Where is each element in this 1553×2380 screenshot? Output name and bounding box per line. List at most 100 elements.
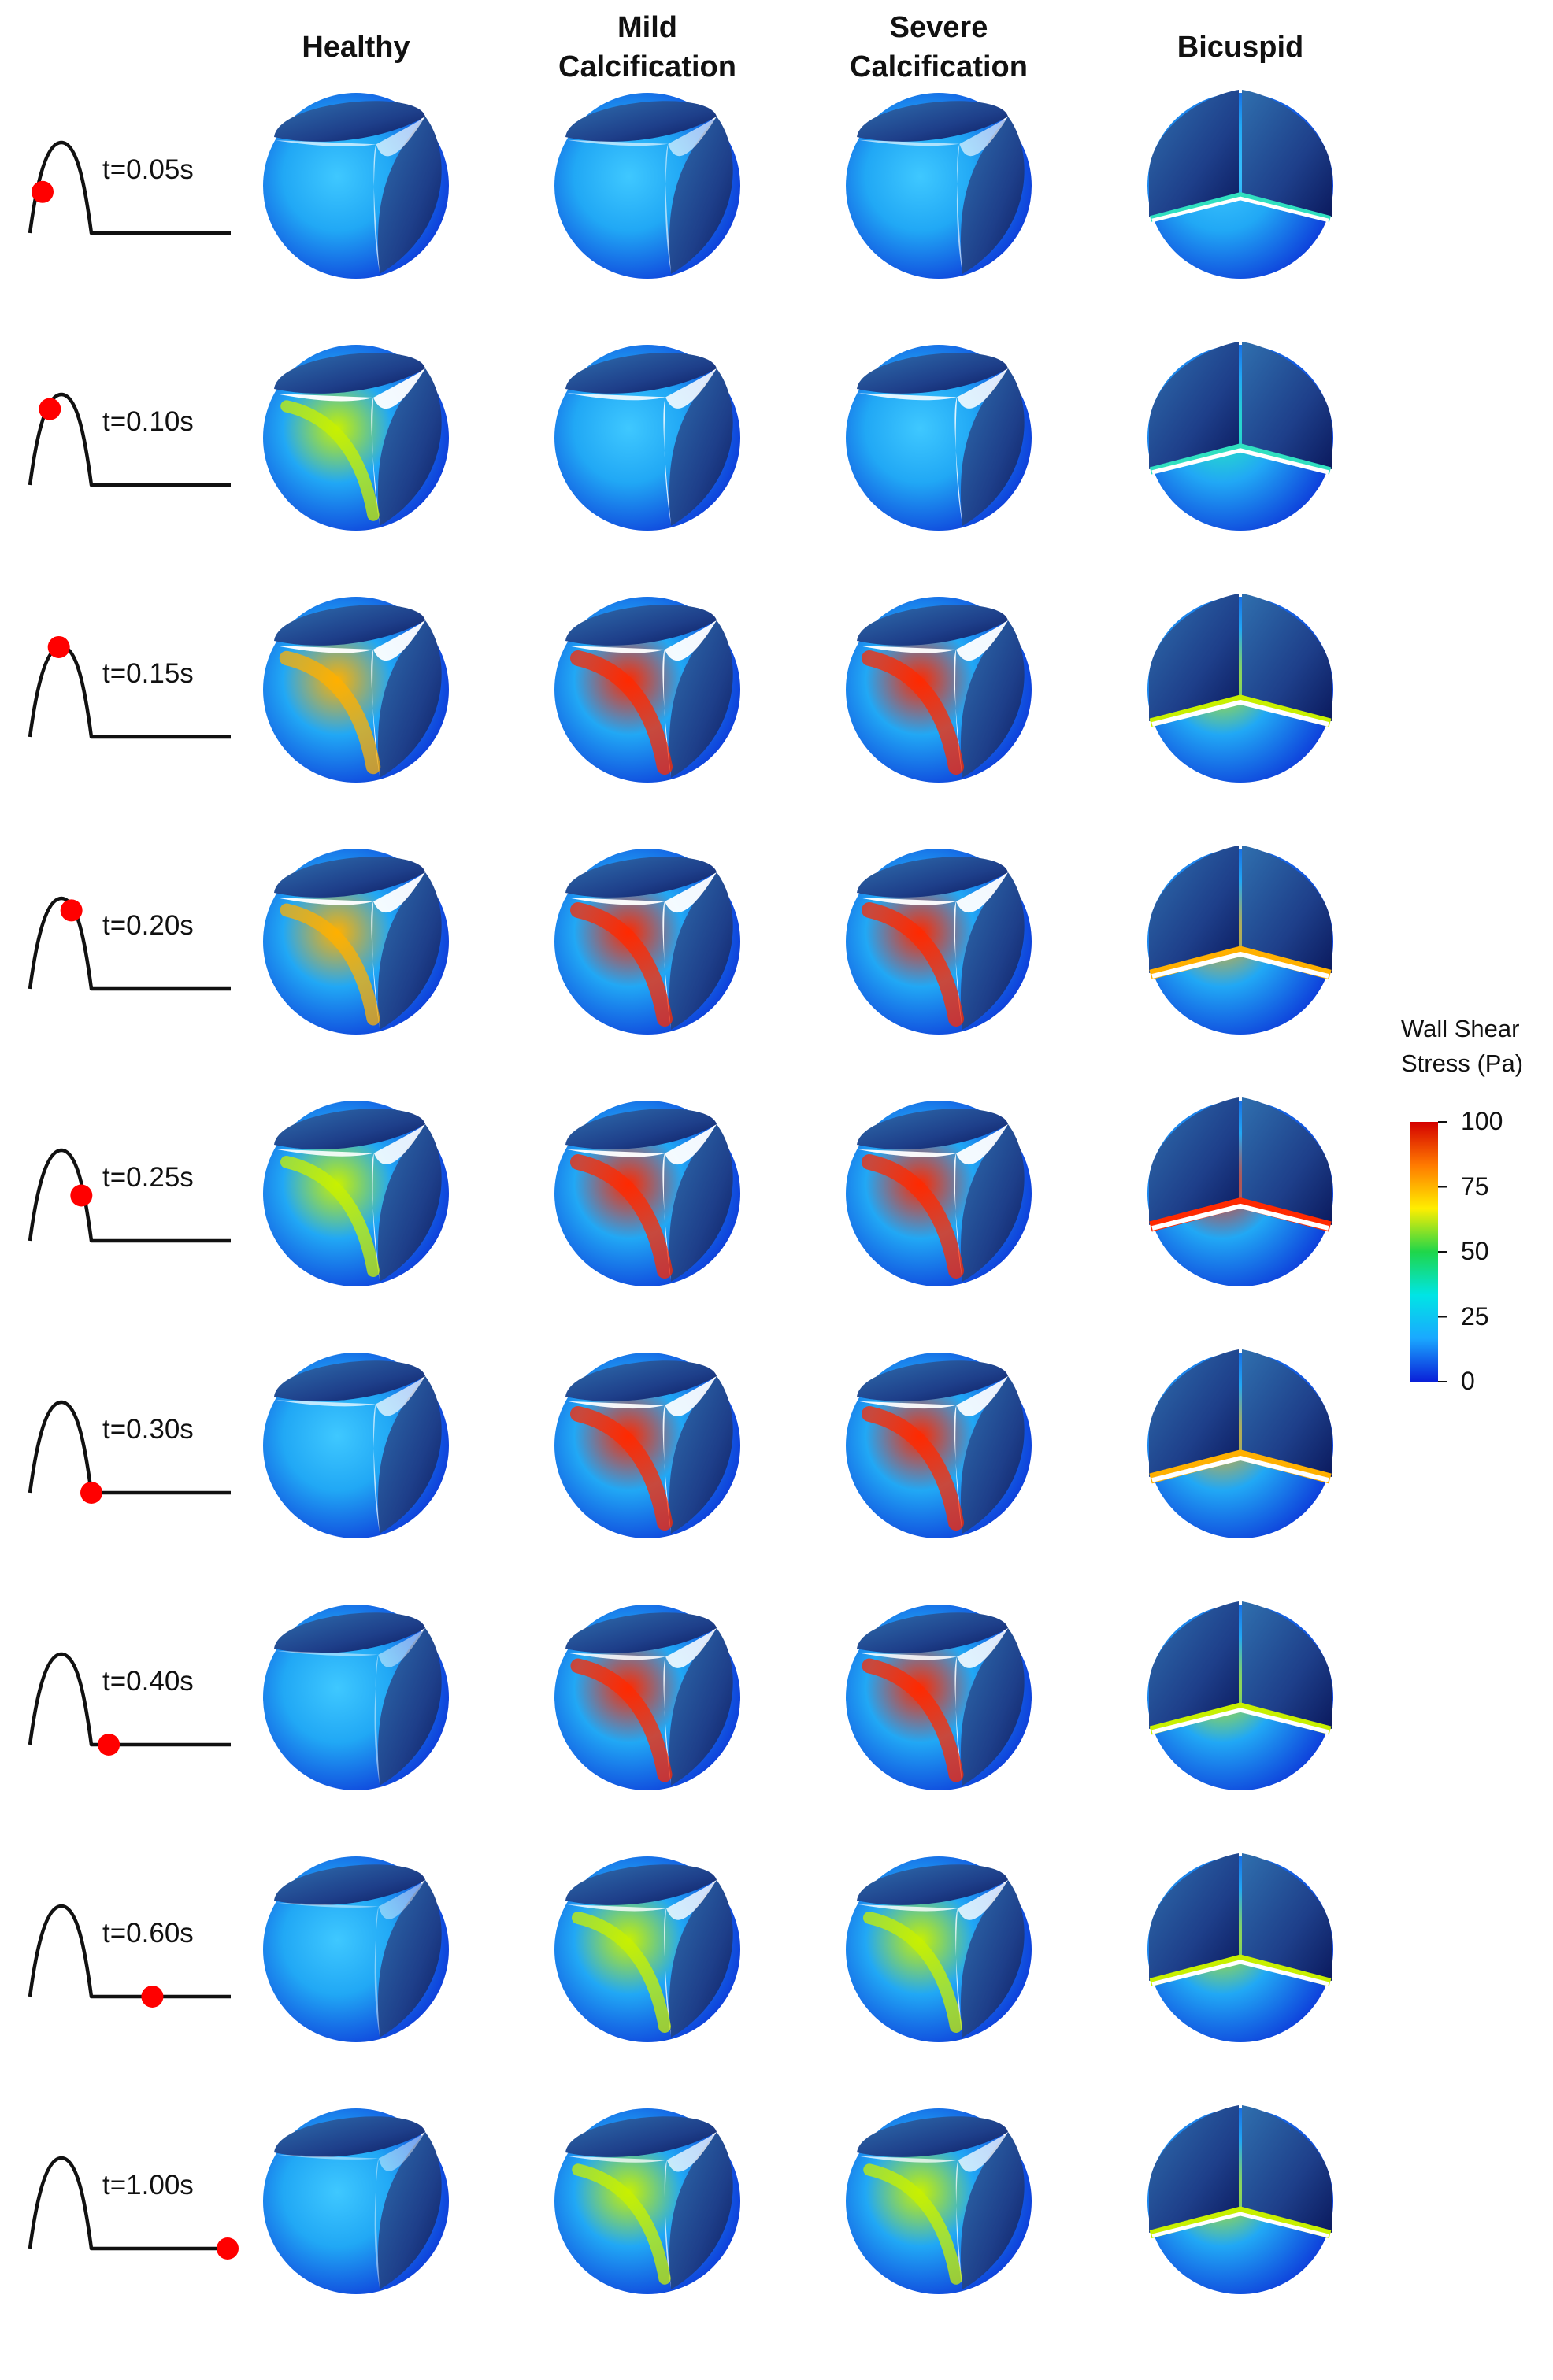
orifice	[276, 368, 425, 524]
leaflet-left	[1148, 2105, 1239, 2233]
waveform-3	[28, 896, 231, 991]
orifice	[858, 1628, 1008, 1784]
leaflet-top	[857, 1109, 1008, 1149]
orifice	[276, 2132, 425, 2288]
leaflet-top	[565, 2116, 717, 2157]
orifice	[276, 620, 425, 776]
time-label: t=0.40s	[102, 1666, 194, 1697]
coaptation-line	[1150, 191, 1331, 222]
orifice	[276, 1124, 425, 1280]
valve-mild-3	[554, 849, 740, 1035]
leaflet-right	[377, 1376, 442, 1534]
waveform-line	[28, 644, 231, 739]
leaflet-left	[1148, 846, 1239, 973]
leaflet-right	[960, 620, 1025, 778]
orifice	[1151, 2212, 1329, 2238]
valve-healthy-4	[263, 1101, 449, 1286]
valve-bicuspid-4	[1147, 1097, 1333, 1286]
leaflet-right	[1242, 2105, 1332, 2233]
orifice	[858, 117, 1008, 272]
leaflet-top	[857, 2116, 1008, 2157]
orifice	[1151, 448, 1329, 475]
waveform-7	[28, 1904, 231, 2008]
shear-band	[862, 1406, 964, 1531]
waveform-column	[28, 140, 239, 2260]
time-marker	[32, 180, 54, 203]
leaflet-top	[565, 1109, 717, 1149]
shear-band	[862, 1154, 964, 1279]
shear-band	[570, 650, 673, 775]
waveform-5	[28, 1400, 231, 1504]
shear-band	[862, 1658, 964, 1782]
leaflet-top	[274, 857, 425, 898]
time-label: t=0.05s	[102, 154, 194, 185]
valve-bicuspid-2	[1147, 594, 1333, 783]
leaflet-right	[1242, 1853, 1332, 1981]
valve-mild-4	[554, 1101, 740, 1286]
valve-severe-2	[846, 597, 1032, 783]
waveform-line	[28, 1904, 231, 1999]
orifice	[1151, 951, 1329, 979]
time-marker	[217, 2237, 239, 2260]
column-header-bicuspid: Bicuspid	[1122, 28, 1358, 67]
colorbar-gradient	[1410, 1122, 1438, 1382]
colorbar-tick-label: 50	[1461, 1237, 1489, 1265]
leaflet-top	[565, 1864, 717, 1905]
leaflet-right	[669, 117, 733, 274]
waveform-line	[28, 392, 231, 487]
valve-mild-1	[554, 345, 740, 531]
shear-band	[570, 1154, 673, 1279]
leaflet-right	[377, 1124, 442, 1282]
orifice	[858, 872, 1008, 1028]
leaflet-top	[857, 857, 1008, 898]
leaflet-top	[274, 605, 425, 646]
leaflet-right	[960, 1376, 1025, 1534]
orifice	[276, 117, 425, 272]
leaflet-right	[669, 1376, 733, 1534]
orifice	[567, 1880, 717, 2036]
orifice	[1151, 699, 1329, 727]
leaflet-right	[960, 117, 1025, 274]
leaflet-right	[377, 2132, 442, 2289]
shear-band	[572, 2163, 671, 2285]
valve-severe-5	[846, 1353, 1032, 1538]
leaflet-right	[1242, 1097, 1332, 1225]
colorbar-tick-label: 75	[1461, 1171, 1489, 1201]
column-header-healthy: Healthy	[238, 28, 474, 67]
orifice	[858, 620, 1008, 776]
valve-healthy-3	[263, 849, 449, 1035]
time-label: t=0.25s	[102, 1162, 194, 1193]
colorbar-tick-label: 0	[1461, 1367, 1475, 1395]
valve-severe-0	[846, 93, 1032, 279]
valve-mild-5	[554, 1353, 740, 1538]
shear-band	[570, 1406, 673, 1531]
valve-healthy-8	[263, 2108, 449, 2294]
leaflet-right	[669, 2132, 733, 2289]
orifice	[567, 2132, 717, 2288]
coaptation-line	[1149, 1954, 1332, 1987]
shear-band	[279, 650, 381, 775]
shear-band	[280, 400, 380, 521]
orifice	[1151, 1708, 1329, 1734]
leaflet-top	[274, 353, 425, 394]
shear-band	[863, 2163, 962, 2285]
leaflet-right	[377, 1628, 442, 1786]
leaflet-top	[857, 1612, 1008, 1653]
orifice	[567, 368, 717, 524]
leaflet-right	[1242, 1349, 1332, 1477]
leaflet-right	[377, 117, 442, 274]
orifice	[858, 1880, 1008, 2036]
valve-bicuspid-6	[1147, 1601, 1333, 1790]
leaflet-top	[274, 101, 425, 142]
time-label: t=1.00s	[102, 2170, 194, 2200]
legend-title-line-1: Wall Shear	[1401, 1015, 1520, 1042]
column-header-severe: Severe Calcification	[821, 8, 1057, 87]
orifice	[567, 1376, 717, 1532]
leaflet-top	[857, 605, 1008, 646]
legend-title: Wall Shear Stress (Pa)	[1401, 1012, 1523, 1081]
leaflet-right	[669, 1880, 733, 2038]
column-header-mild: Mild Calcification	[529, 8, 765, 87]
orifice	[1151, 1203, 1329, 1231]
leaflet-left	[1148, 342, 1239, 469]
